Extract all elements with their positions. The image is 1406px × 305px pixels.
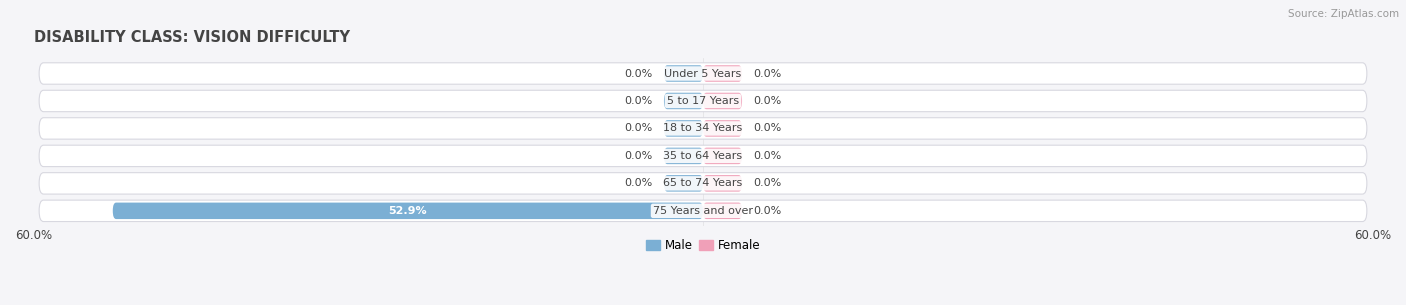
FancyBboxPatch shape [664, 120, 703, 137]
Text: 0.0%: 0.0% [754, 178, 782, 188]
FancyBboxPatch shape [39, 118, 1367, 139]
FancyBboxPatch shape [664, 175, 703, 192]
Text: 18 to 34 Years: 18 to 34 Years [664, 124, 742, 133]
Text: 5 to 17 Years: 5 to 17 Years [666, 96, 740, 106]
Text: 75 Years and over: 75 Years and over [652, 206, 754, 216]
FancyBboxPatch shape [39, 63, 1367, 84]
FancyBboxPatch shape [703, 148, 742, 164]
Text: 0.0%: 0.0% [624, 151, 652, 161]
FancyBboxPatch shape [703, 203, 742, 219]
Text: 0.0%: 0.0% [754, 96, 782, 106]
FancyBboxPatch shape [112, 203, 703, 219]
Text: 0.0%: 0.0% [624, 69, 652, 78]
FancyBboxPatch shape [664, 65, 703, 82]
FancyBboxPatch shape [703, 65, 742, 82]
Text: 65 to 74 Years: 65 to 74 Years [664, 178, 742, 188]
Text: 0.0%: 0.0% [754, 69, 782, 78]
FancyBboxPatch shape [664, 93, 703, 109]
FancyBboxPatch shape [703, 120, 742, 137]
FancyBboxPatch shape [39, 145, 1367, 167]
Text: 35 to 64 Years: 35 to 64 Years [664, 151, 742, 161]
Text: 0.0%: 0.0% [754, 206, 782, 216]
FancyBboxPatch shape [39, 200, 1367, 221]
Text: Under 5 Years: Under 5 Years [665, 69, 741, 78]
FancyBboxPatch shape [39, 173, 1367, 194]
Text: DISABILITY CLASS: VISION DIFFICULTY: DISABILITY CLASS: VISION DIFFICULTY [34, 30, 350, 45]
Text: 0.0%: 0.0% [624, 96, 652, 106]
FancyBboxPatch shape [664, 148, 703, 164]
FancyBboxPatch shape [39, 90, 1367, 112]
Text: 52.9%: 52.9% [388, 206, 427, 216]
Legend: Male, Female: Male, Female [641, 235, 765, 257]
Text: 0.0%: 0.0% [754, 151, 782, 161]
FancyBboxPatch shape [703, 175, 742, 192]
Text: 0.0%: 0.0% [624, 124, 652, 133]
Text: 0.0%: 0.0% [624, 178, 652, 188]
FancyBboxPatch shape [703, 93, 742, 109]
Text: 0.0%: 0.0% [754, 124, 782, 133]
Text: Source: ZipAtlas.com: Source: ZipAtlas.com [1288, 9, 1399, 19]
